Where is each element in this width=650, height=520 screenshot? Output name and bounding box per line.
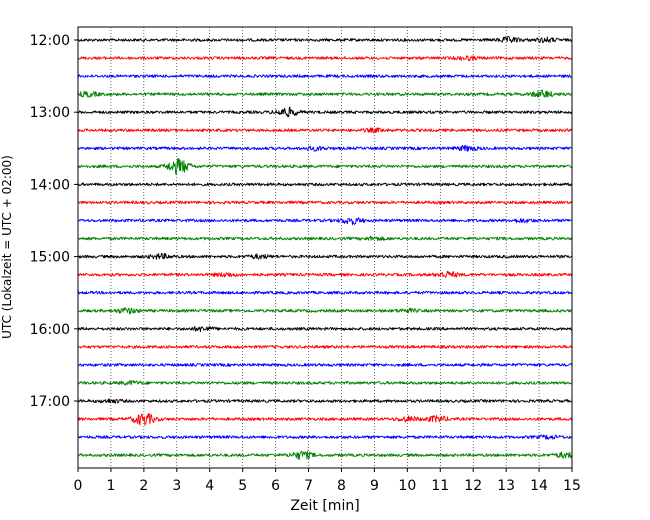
y-tick-label-4: 16:00 (30, 322, 70, 338)
trace-1445 (77, 235, 573, 242)
x-tick-label-2: 2 (139, 478, 148, 494)
x-tick-label-12: 12 (464, 478, 482, 494)
trace-1345 (77, 158, 573, 175)
y-tick-label-1: 13:00 (30, 105, 70, 121)
y-axis-label: UTC (Lokalzeit = UTC + 02:00) (0, 155, 14, 339)
y-tick-label-0: 12:00 (30, 33, 70, 49)
y-axis-ticks: 12:00 13:00 14:00 15:00 16:00 17:00 (30, 33, 78, 410)
trace-1200 (77, 36, 573, 44)
x-tick-label-6: 6 (271, 478, 280, 494)
trace-1430 (77, 217, 573, 226)
trace-1245 (77, 89, 573, 98)
trace-1530 (77, 290, 573, 295)
y-tick-label-2: 14:00 (30, 177, 70, 193)
trace-1415 (77, 200, 573, 205)
x-tick-label-0: 0 (74, 478, 83, 494)
trace-1700 (77, 398, 573, 404)
x-tick-label-5: 5 (238, 478, 247, 494)
y-tick-label-3: 15:00 (30, 250, 70, 266)
seismic-traces (77, 36, 573, 460)
x-tick-label-14: 14 (530, 478, 548, 494)
trace-1615 (77, 345, 573, 349)
trace-1330 (77, 144, 573, 152)
x-tick-label-10: 10 (398, 478, 416, 494)
x-tick-label-4: 4 (205, 478, 214, 494)
x-tick-label-7: 7 (304, 478, 313, 494)
x-tick-label-15: 15 (563, 478, 581, 494)
trace-1300 (77, 106, 573, 118)
trace-1315 (77, 127, 573, 134)
x-tick-label-1: 1 (106, 478, 115, 494)
x-tick-label-3: 3 (172, 478, 181, 494)
trace-1745 (77, 450, 573, 460)
y-tick-label-5: 17:00 (30, 394, 70, 410)
plot-frame (77, 26, 573, 469)
trace-1730 (77, 434, 573, 440)
x-axis-ticks: 0 1 2 3 4 5 6 7 8 9 10 11 12 13 14 15 (74, 468, 581, 494)
x-tick-label-9: 9 (370, 478, 379, 494)
trace-1500 (77, 253, 573, 260)
trace-1400 (77, 182, 573, 187)
x-tick-label-8: 8 (337, 478, 346, 494)
trace-1715 (77, 413, 573, 426)
trace-1215 (77, 55, 573, 62)
x-axis-label: Zeit [min] (290, 498, 359, 514)
trace-1545 (77, 307, 573, 315)
trace-1645 (77, 379, 573, 386)
trace-1515 (77, 270, 573, 278)
trace-1630 (77, 363, 573, 367)
x-tick-label-13: 13 (497, 478, 515, 494)
trace-1230 (77, 74, 573, 78)
trace-1600 (77, 325, 573, 333)
x-tick-label-11: 11 (431, 478, 449, 494)
